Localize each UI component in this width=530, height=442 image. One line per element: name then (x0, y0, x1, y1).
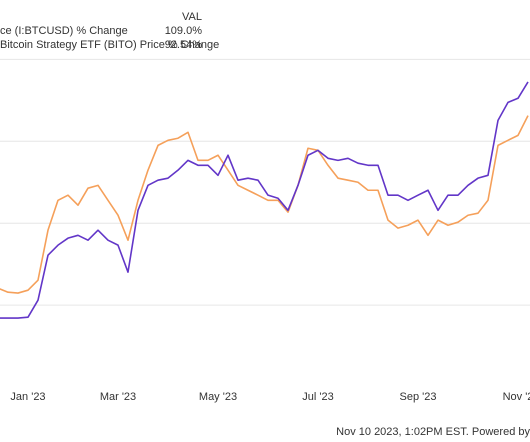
series-line (0, 115, 529, 294)
x-tick-label: Nov '2 (503, 391, 530, 403)
x-tick-label: Jan '23 (10, 391, 45, 403)
x-tick-label: May '23 (199, 391, 237, 403)
legend-value: 109.0% (165, 25, 203, 37)
legend-label: ce (I:BTCUSD) % Change (0, 25, 128, 37)
legend-header: VAL (182, 11, 202, 23)
x-tick-label: Mar '23 (100, 391, 136, 403)
series-line (0, 81, 529, 319)
x-tick-label: Sep '23 (400, 391, 437, 403)
legend-value: 92.54% (165, 39, 203, 51)
footer: Nov 10 2023, 1:02PM EST. Powered by (336, 426, 530, 438)
x-tick-label: Jul '23 (302, 391, 333, 403)
legend-label: Bitcoin Strategy ETF (BITO) Price % Chan… (0, 39, 219, 51)
